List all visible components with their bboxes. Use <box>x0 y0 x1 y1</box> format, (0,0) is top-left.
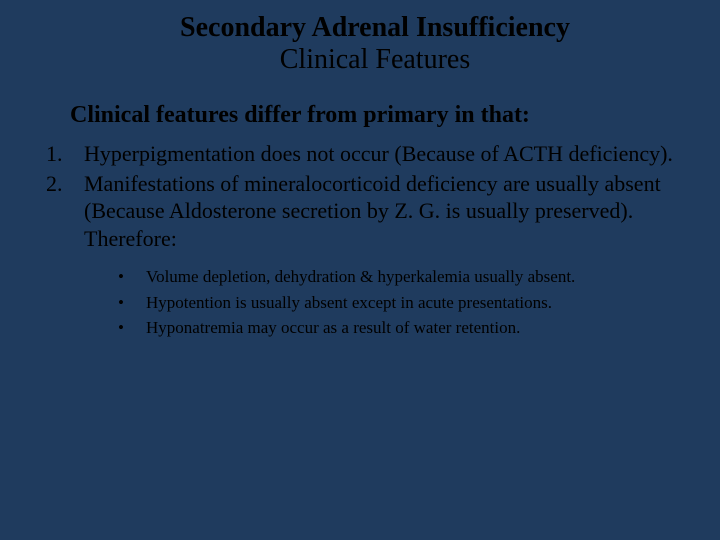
bullet-item: • Hyponatremia may occur as a result of … <box>112 315 680 341</box>
bullet-list: • Volume depletion, dehydration & hyperk… <box>112 264 680 341</box>
bullet-text: Hyponatremia may occur as a result of wa… <box>146 315 680 341</box>
list-item: 2. Manifestations of mineralocorticoid d… <box>40 170 680 253</box>
list-text: Hyperpigmentation does not occur (Becaus… <box>84 140 680 168</box>
title-line1: Secondary Adrenal Insufficiency <box>70 12 680 44</box>
slide-content: Secondary Adrenal Insufficiency Clinical… <box>0 0 720 341</box>
list-text: Manifestations of mineralocorticoid defi… <box>84 170 680 253</box>
bullet-item: • Hypotention is usually absent except i… <box>112 290 680 316</box>
bullet-text: Volume depletion, dehydration & hyperkal… <box>146 264 680 290</box>
list-item: 1. Hyperpigmentation does not occur (Bec… <box>40 140 680 168</box>
numbered-list: 1. Hyperpigmentation does not occur (Bec… <box>40 140 680 252</box>
intro-text: Clinical features differ from primary in… <box>70 100 680 130</box>
list-number: 2. <box>40 170 84 253</box>
bullet-marker: • <box>112 315 146 341</box>
title-block: Secondary Adrenal Insufficiency Clinical… <box>70 12 680 76</box>
bullet-marker: • <box>112 264 146 290</box>
bullet-marker: • <box>112 290 146 316</box>
title-line2: Clinical Features <box>70 44 680 76</box>
bullet-text: Hypotention is usually absent except in … <box>146 290 680 316</box>
list-number: 1. <box>40 140 84 168</box>
bullet-item: • Volume depletion, dehydration & hyperk… <box>112 264 680 290</box>
